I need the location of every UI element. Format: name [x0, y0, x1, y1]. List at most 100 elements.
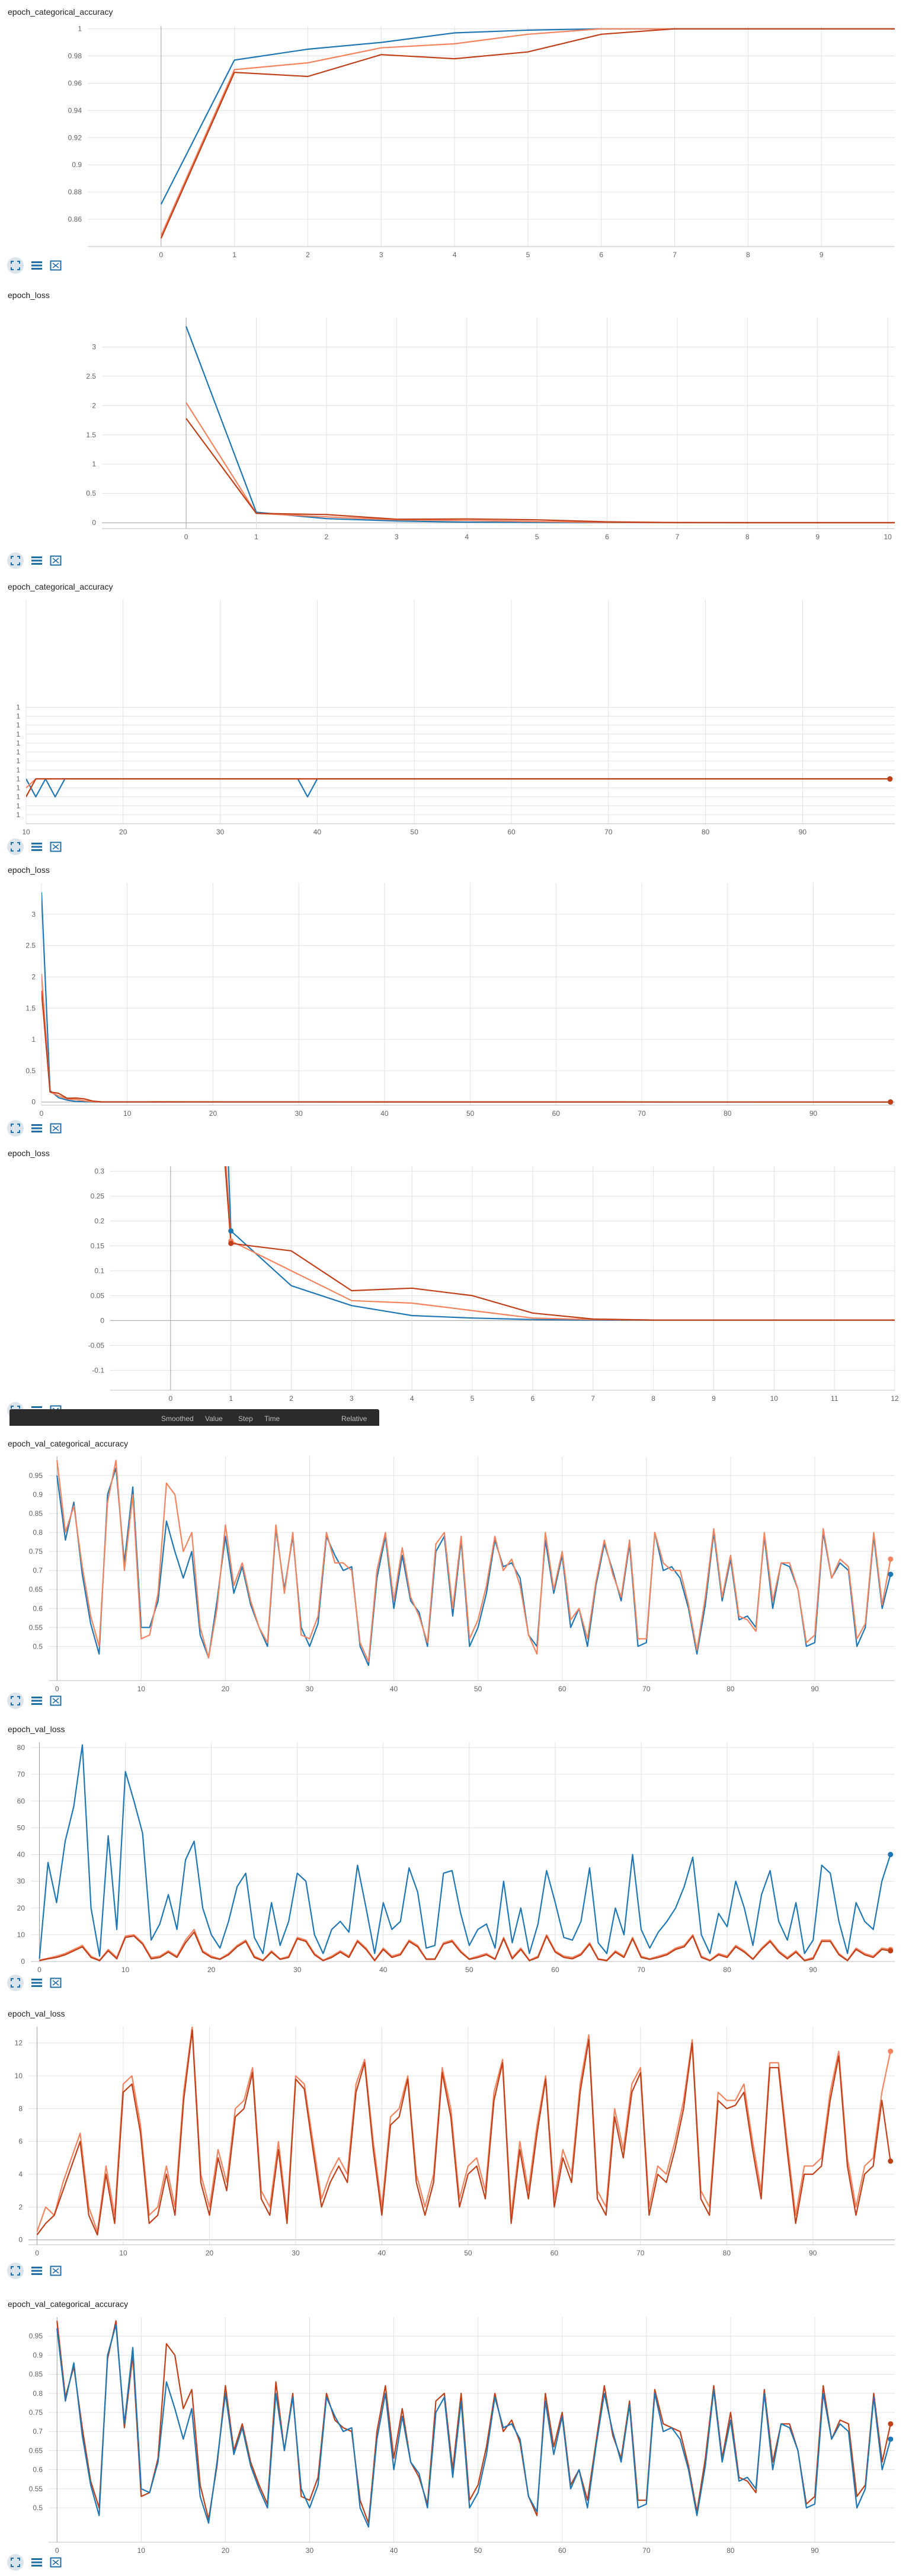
y-tick-label: 0.6	[33, 1604, 43, 1612]
lines-icon	[31, 261, 42, 270]
x-tick-label: 0	[55, 1685, 59, 1693]
fit-domain-button[interactable]	[47, 1120, 64, 1137]
series-line[interactable]	[56, 1460, 891, 1663]
line-chart[interactable]: 0.86 0.88 0.9 0.92 0.94 0.96 0.98 1 0 1 2 3 4 5 6 7 8 9	[0, 26, 909, 270]
x-tick-label: 5	[470, 1394, 475, 1403]
x-tick-label: 3	[395, 533, 399, 541]
line-chart[interactable]: 0 2 4 6 8 10 12 0 10 20 30 40 50 60 70 80 90	[0, 2027, 909, 2268]
x-tick-label: 30	[295, 1109, 303, 1118]
series-end-marker[interactable]	[888, 2049, 894, 2055]
y-tick-label: 0.75	[29, 1547, 43, 1556]
x-tick-label: 80	[723, 2249, 731, 2257]
fit-domain-button[interactable]	[47, 257, 64, 274]
series-end-marker[interactable]	[887, 776, 893, 782]
x-tick-label: 40	[379, 1966, 388, 1974]
series-end-marker[interactable]	[888, 1099, 894, 1105]
fit-domain-button[interactable]	[47, 552, 64, 569]
series-line[interactable]	[171, 1166, 895, 1321]
x-tick-label: 0	[169, 1394, 173, 1403]
series-line[interactable]	[160, 28, 895, 239]
expand-chart-button[interactable]	[7, 257, 24, 274]
y-tick-label: 6	[18, 2137, 23, 2146]
x-tick-label: 2	[325, 533, 329, 541]
toggle-log-scale-button[interactable]	[28, 2263, 45, 2279]
expand-chart-button[interactable]	[7, 1975, 24, 1991]
fit-domain-button[interactable]	[47, 1692, 64, 1709]
fit-domain-button[interactable]	[47, 1975, 64, 1991]
chart-title: epoch_loss	[8, 290, 50, 300]
series-line[interactable]	[185, 402, 909, 524]
y-tick-label: 10	[15, 2072, 23, 2080]
y-tick-label: 1	[16, 811, 20, 819]
toggle-log-scale-button[interactable]	[28, 257, 45, 274]
x-tick-label: 30	[306, 1685, 314, 1693]
series-line[interactable]	[26, 778, 890, 789]
series-line[interactable]	[56, 2324, 891, 2528]
line-chart[interactable]: 00.511.522.530 10 20 30 40 50 60 70 80 90	[0, 883, 909, 1129]
series-line[interactable]	[26, 778, 890, 798]
fit-domain-button[interactable]	[47, 839, 64, 855]
line-chart[interactable]: 0 10 20 30 40 50 60 70 80 0 10 20 30 40 50 60 70 80 90	[0, 1742, 909, 1985]
series-line[interactable]	[39, 1928, 891, 1961]
toggle-log-scale-button[interactable]	[28, 1975, 45, 1991]
expand-chart-button[interactable]	[7, 1692, 24, 1709]
toggle-log-scale-button[interactable]	[28, 1692, 45, 1709]
lines-icon	[31, 2267, 42, 2275]
series-line[interactable]	[36, 2027, 891, 2232]
series-end-marker[interactable]	[888, 2436, 894, 2442]
series-line[interactable]	[56, 2320, 891, 2524]
series-line[interactable]	[56, 1467, 891, 1666]
series-end-marker[interactable]	[888, 2421, 894, 2427]
x-tick-label: 80	[702, 828, 710, 836]
series-end-marker[interactable]	[888, 1948, 894, 1954]
x-tick-label: 10	[119, 2249, 127, 2257]
expand-chart-button[interactable]	[7, 2554, 24, 2571]
expand-chart-button[interactable]	[7, 2263, 24, 2279]
chart-title: epoch_val_categorical_accuracy	[8, 1439, 129, 1448]
expand-chart-button[interactable]	[7, 839, 24, 855]
y-tick-label: 0.65	[29, 1585, 43, 1593]
fit-domain-button[interactable]	[47, 2263, 64, 2279]
expand-icon	[11, 842, 20, 852]
series-line[interactable]	[41, 990, 891, 1103]
x-tick-label: 1	[254, 533, 258, 541]
toggle-log-scale-button[interactable]	[28, 1120, 45, 1137]
x-tick-label: 0	[40, 1109, 44, 1118]
series-end-marker[interactable]	[888, 1572, 894, 1577]
tooltip-time: Time	[264, 1415, 280, 1423]
series-line[interactable]	[39, 1931, 891, 1961]
y-tick-label: 0	[18, 2236, 23, 2244]
x-tick-label: 40	[378, 2249, 386, 2257]
series-hover-marker[interactable]	[228, 1228, 234, 1234]
expand-chart-button[interactable]	[7, 1120, 24, 1137]
series-end-marker[interactable]	[888, 1852, 894, 1858]
x-tick-label: 8	[746, 251, 750, 259]
series-line[interactable]	[36, 2029, 891, 2236]
x-tick-label: 0	[35, 2249, 39, 2257]
series-line[interactable]	[185, 418, 909, 524]
fit-domain-button[interactable]	[47, 2554, 64, 2571]
y-tick-label: 1	[16, 757, 20, 765]
y-tick-label: 4	[18, 2170, 23, 2178]
tooltip-value: Value	[205, 1415, 223, 1423]
expand-chart-button[interactable]	[7, 552, 24, 569]
series-line[interactable]	[41, 974, 891, 1103]
series-end-marker[interactable]	[888, 2158, 894, 2164]
series-end-marker[interactable]	[888, 1556, 894, 1562]
toggle-log-scale-button[interactable]	[28, 2554, 45, 2571]
toggle-log-scale-button[interactable]	[28, 839, 45, 855]
x-tick-label: 9	[815, 533, 820, 541]
line-chart[interactable]: 0 0.5 1 1.5 2 2.5 3 0 1 2 3 4 5 6 7 8 9 10	[0, 318, 909, 552]
x-tick-label: 50	[411, 828, 419, 836]
line-chart[interactable]: 0.5 0.55 0.6 0.65 0.7 0.75 0.8 0.85 0.9 0.95 0 10 20…	[0, 1457, 909, 1704]
line-chart[interactable]: 0.5 0.55 0.6 0.65 0.7 0.75 0.8 0.85 0.9 0.95 0 10 20…	[0, 2317, 909, 2566]
fit-domain-icon	[50, 555, 62, 566]
series-hover-marker[interactable]	[228, 1240, 234, 1246]
x-tick-label: 70	[636, 2249, 645, 2257]
y-tick-label: 1	[16, 730, 20, 738]
series-line[interactable]	[39, 1744, 891, 1959]
x-tick-label: 70	[638, 1109, 646, 1118]
toggle-log-scale-button[interactable]	[28, 552, 45, 569]
